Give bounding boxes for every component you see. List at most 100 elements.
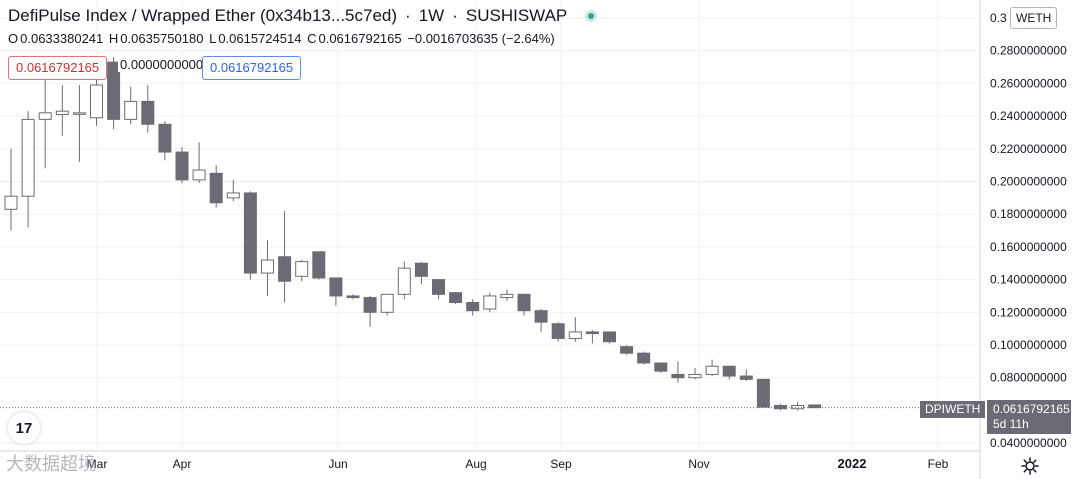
candle-body-down <box>585 331 599 335</box>
candle-body-down <box>158 123 172 153</box>
candle-body-down <box>551 323 565 339</box>
settings-gear-icon[interactable] <box>1020 456 1040 476</box>
candle <box>603 331 616 344</box>
grid-lines <box>0 0 980 451</box>
candle-body-down <box>107 61 121 120</box>
candle-body-up <box>380 293 394 313</box>
candle-body-down <box>808 404 822 409</box>
candle-body-up <box>90 84 103 119</box>
candle <box>243 191 257 280</box>
candle-body-up <box>791 404 805 410</box>
candle-body-down <box>278 256 292 282</box>
buy-button[interactable]: 0.0616792165 <box>202 56 302 80</box>
candle <box>671 361 685 383</box>
price-tick-label: 0.1600000000 <box>990 240 1067 254</box>
candle-body-up <box>705 365 719 375</box>
change-value: −0.0016703635 (−2.64%) <box>407 31 555 46</box>
price-tick-label: 0.0400000000 <box>990 436 1067 450</box>
candle <box>55 85 69 136</box>
candle <box>551 322 565 342</box>
candle <box>808 404 822 409</box>
close-value: 0.0616792165 <box>318 31 402 46</box>
symbol-header: DefiPulse Index / Wrapped Ether (0x34b13… <box>8 6 598 26</box>
low-label: L <box>209 31 217 46</box>
candle <box>756 378 770 408</box>
time-tick-label: Apr <box>173 457 192 471</box>
market-status-icon[interactable] <box>585 10 598 22</box>
candle <box>483 292 497 313</box>
candle-body-down <box>620 346 634 354</box>
candle <box>722 365 736 380</box>
candle <box>278 210 292 303</box>
high-label: H <box>108 31 119 46</box>
candle <box>739 369 753 381</box>
currency-badge[interactable]: WETH <box>1010 7 1058 29</box>
price-tick-label: 0.2800000000 <box>990 44 1067 58</box>
time-tick-label: Jun <box>328 457 347 471</box>
candle <box>158 121 172 161</box>
candle-body-up <box>483 295 497 310</box>
interval-label[interactable]: 1W <box>418 6 445 25</box>
candle-body-down <box>329 277 343 297</box>
separator-dot: · <box>452 6 458 25</box>
candle <box>124 86 138 125</box>
candle <box>688 367 702 380</box>
price-tick-label: 0.2600000000 <box>990 76 1067 90</box>
price-tick-label: 0.2400000000 <box>990 109 1067 123</box>
candle-body-down <box>671 373 685 379</box>
candle-body-up <box>295 261 309 277</box>
candle <box>568 317 582 342</box>
candle <box>705 359 719 377</box>
candle-body-up <box>500 293 514 299</box>
candle-body-up <box>192 169 206 181</box>
candle <box>791 402 805 411</box>
candle <box>21 111 35 228</box>
candle <box>295 259 309 282</box>
bar-countdown: 5d 11h <box>993 417 1029 431</box>
candle-body-up <box>55 110 69 115</box>
time-tick-label: Aug <box>465 457 486 471</box>
sell-button[interactable]: 0.0616792165 <box>8 56 108 80</box>
candle-body-up <box>4 195 18 210</box>
price-tick-label: 0.0800000000 <box>990 371 1067 385</box>
candle-body-up <box>688 373 702 379</box>
candle <box>585 330 599 344</box>
candle-body-down <box>722 365 736 377</box>
candle <box>449 292 463 305</box>
open-value: 0.0633380241 <box>20 31 104 46</box>
candle-body-down <box>414 262 428 277</box>
last-price-tag: 0.0616792165 5d 11h <box>987 400 1071 434</box>
price-tick-label: 0.1200000000 <box>990 305 1067 319</box>
price-tick-label: 0.2200000000 <box>990 142 1067 156</box>
candle <box>432 279 445 300</box>
candle <box>620 345 634 355</box>
price-tick-label: 0.2000000000 <box>990 175 1067 189</box>
separator-dot: · <box>405 6 411 25</box>
candle <box>329 277 343 306</box>
price-axis[interactable]: 0.3 0.2800000000 0.2600000000 0.2400000000 0… <box>990 11 1067 450</box>
high-value: 0.0635750180 <box>120 31 204 46</box>
time-tick-label: Sep <box>550 457 572 471</box>
symbol-title[interactable]: DefiPulse Index / Wrapped Ether (0x34b13… <box>8 6 398 25</box>
candle-body-down <box>175 151 189 181</box>
candle <box>141 85 155 133</box>
spread-value: 0.0000000000 <box>118 57 206 72</box>
candle-body-down <box>432 279 445 295</box>
candle-body-down <box>346 295 360 299</box>
candle <box>654 362 668 373</box>
last-price-symbol-label: DPIWETH <box>920 401 986 418</box>
candle-body-up <box>568 331 582 339</box>
price-tick-label: 0.1400000000 <box>990 273 1067 287</box>
candle-body-down <box>774 404 787 410</box>
candle-body-up <box>261 259 274 274</box>
candle-body-down <box>739 375 753 380</box>
price-tick-label: 0.1800000000 <box>990 207 1067 221</box>
tradingview-logo-icon[interactable]: 17 <box>8 412 40 444</box>
time-axis[interactable]: Mar Apr Jun Aug Sep Nov 2022 Feb <box>87 456 949 471</box>
candle-body-down <box>141 100 155 125</box>
time-tick-label: 2022 <box>838 456 867 471</box>
candle <box>261 240 274 296</box>
candle-body-down <box>534 310 548 323</box>
time-tick-label: Feb <box>928 457 949 471</box>
